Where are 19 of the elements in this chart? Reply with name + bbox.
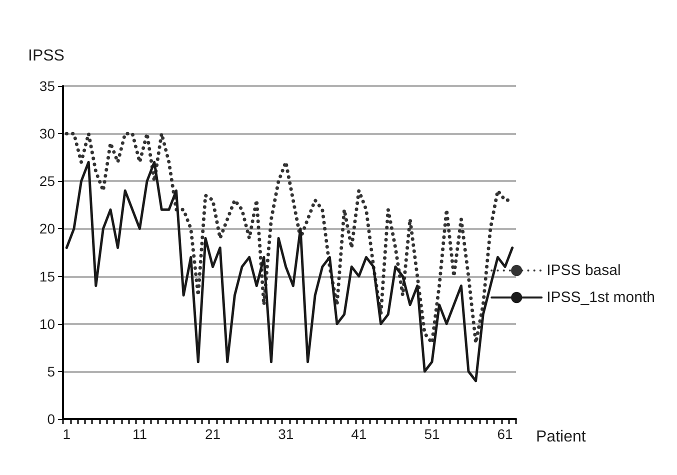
y-axis-title: IPSS <box>28 48 64 64</box>
y-tick-label: 20 <box>39 220 56 237</box>
x-tick-label: 51 <box>424 426 440 442</box>
y-tick-label: 10 <box>39 316 56 332</box>
y-tick-label: 25 <box>39 173 56 190</box>
x-axis-title: Patient <box>536 428 586 446</box>
legend-label: IPSS basal <box>546 262 621 279</box>
y-tick-label: 5 <box>47 363 56 380</box>
x-tick-label: 21 <box>204 426 221 442</box>
x-tick-label: 1 <box>62 426 71 442</box>
y-tick-label: 35 <box>39 78 56 94</box>
x-tick-label: 31 <box>278 426 294 442</box>
y-tick-label: 30 <box>39 126 56 142</box>
legend-label: IPSS_1st month <box>546 289 656 306</box>
x-tick-label: 41 <box>351 426 367 442</box>
x-tick-label: 11 <box>132 426 148 442</box>
y-tick-label: 0 <box>47 411 56 427</box>
x-tick-label: 61 <box>497 426 514 442</box>
y-tick-label: 15 <box>39 268 56 284</box>
